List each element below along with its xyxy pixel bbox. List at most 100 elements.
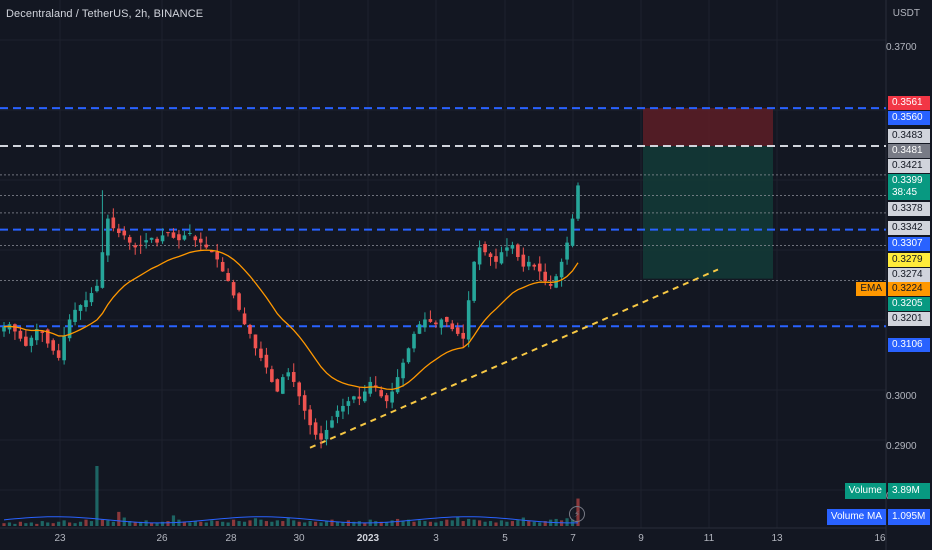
volume-bar bbox=[417, 520, 422, 526]
candle-body bbox=[275, 379, 280, 392]
candle-body bbox=[127, 237, 132, 243]
x-tick: 30 bbox=[293, 533, 305, 544]
y-tick: 0.3000 bbox=[886, 391, 917, 402]
candle-body bbox=[565, 242, 569, 260]
volume-bar bbox=[166, 521, 170, 526]
volume-bar bbox=[352, 521, 356, 526]
volume-bar bbox=[73, 523, 77, 526]
x-tick: 16 bbox=[874, 533, 886, 544]
volume-bar bbox=[226, 522, 230, 526]
volume-bar bbox=[210, 520, 214, 526]
candle-body bbox=[401, 362, 405, 379]
candle-body bbox=[521, 254, 526, 267]
volume-bar bbox=[341, 522, 345, 526]
candle-body bbox=[450, 323, 455, 330]
candle-body bbox=[505, 247, 509, 251]
ema-line bbox=[3, 249, 579, 390]
x-tick: 7 bbox=[570, 533, 576, 544]
volume-bar bbox=[128, 521, 132, 526]
candle-body bbox=[286, 372, 291, 377]
candle-body bbox=[106, 218, 110, 256]
candle-body bbox=[472, 261, 476, 301]
volume-bar bbox=[565, 518, 569, 526]
volume-bar bbox=[106, 520, 110, 526]
candle-body bbox=[330, 420, 334, 428]
candle-body bbox=[313, 422, 318, 435]
candle-body bbox=[324, 429, 329, 440]
candle-body bbox=[253, 334, 258, 349]
volume-bar bbox=[488, 521, 493, 526]
price-tag: 0.3481 bbox=[888, 144, 930, 158]
volume-bar bbox=[357, 521, 361, 526]
volume-bar bbox=[434, 522, 438, 526]
candle-body bbox=[368, 381, 373, 394]
volume-bar bbox=[100, 519, 104, 526]
volume-label[interactable]: Volume bbox=[844, 483, 886, 499]
volume-bar bbox=[160, 521, 165, 526]
volume-bar bbox=[215, 521, 219, 526]
candle-body bbox=[24, 336, 28, 346]
candle-body bbox=[308, 409, 312, 426]
volume-bar bbox=[527, 520, 531, 526]
volume-bar bbox=[171, 515, 176, 526]
lightning-icon[interactable]: ⚡ bbox=[569, 506, 585, 522]
candle-body bbox=[406, 348, 411, 363]
candle-body bbox=[242, 313, 247, 325]
candle-body bbox=[477, 247, 482, 265]
candle-body bbox=[363, 391, 367, 402]
candle-body bbox=[384, 395, 389, 402]
x-tick: 5 bbox=[502, 533, 508, 544]
candle-body bbox=[100, 252, 105, 288]
candle-body bbox=[177, 234, 181, 241]
volume-bar bbox=[439, 521, 443, 526]
volume-ma-label[interactable]: Volume MA bbox=[826, 509, 886, 525]
candle-body bbox=[199, 238, 203, 243]
volume-bar bbox=[521, 517, 525, 526]
candle-body bbox=[543, 271, 547, 282]
volume-bar bbox=[461, 521, 465, 526]
ema-indicator-label[interactable]: EMA bbox=[856, 282, 886, 296]
volume-bar bbox=[286, 517, 290, 526]
y-tick: 0.3700 bbox=[886, 42, 917, 53]
volume-bar bbox=[57, 521, 61, 526]
candle-body bbox=[417, 324, 422, 334]
candle-body bbox=[138, 244, 143, 246]
price-tag: 0.3307 bbox=[888, 237, 930, 251]
candle-body bbox=[439, 319, 444, 328]
candle-body bbox=[341, 405, 345, 412]
candle-body bbox=[204, 244, 209, 248]
candle-body bbox=[319, 433, 323, 440]
volume-bar bbox=[188, 522, 192, 526]
candle-body bbox=[264, 354, 269, 368]
candle-body bbox=[248, 324, 252, 334]
x-tick: 9 bbox=[638, 533, 644, 544]
volume-bar bbox=[24, 523, 28, 526]
candle-body bbox=[488, 253, 493, 258]
volume-bar bbox=[46, 522, 50, 526]
price-tag: 0.3279 bbox=[888, 253, 930, 267]
candle-body bbox=[527, 261, 531, 267]
volume-bar bbox=[281, 521, 285, 526]
volume-bar bbox=[401, 521, 405, 526]
candle-body bbox=[62, 336, 66, 361]
candle-body bbox=[29, 337, 34, 346]
volume-ma-value: 1.095M bbox=[888, 509, 930, 525]
candle-body bbox=[373, 385, 378, 387]
price-tag: 0.3421 bbox=[888, 159, 930, 173]
candle-body bbox=[281, 377, 285, 394]
volume-bar bbox=[374, 521, 378, 526]
candle-body bbox=[434, 322, 438, 325]
volume-bar bbox=[314, 521, 318, 526]
trend-line bbox=[309, 268, 719, 449]
volume-bar bbox=[423, 521, 427, 526]
volume-bar bbox=[253, 518, 258, 526]
candle-body bbox=[379, 390, 383, 397]
candle-body bbox=[423, 319, 427, 328]
volume-bar bbox=[319, 522, 323, 526]
candle-body bbox=[494, 256, 498, 262]
candle-body bbox=[412, 333, 416, 349]
volume-bar bbox=[199, 521, 203, 526]
volume-bar bbox=[335, 521, 340, 526]
volume-bar bbox=[150, 522, 154, 526]
